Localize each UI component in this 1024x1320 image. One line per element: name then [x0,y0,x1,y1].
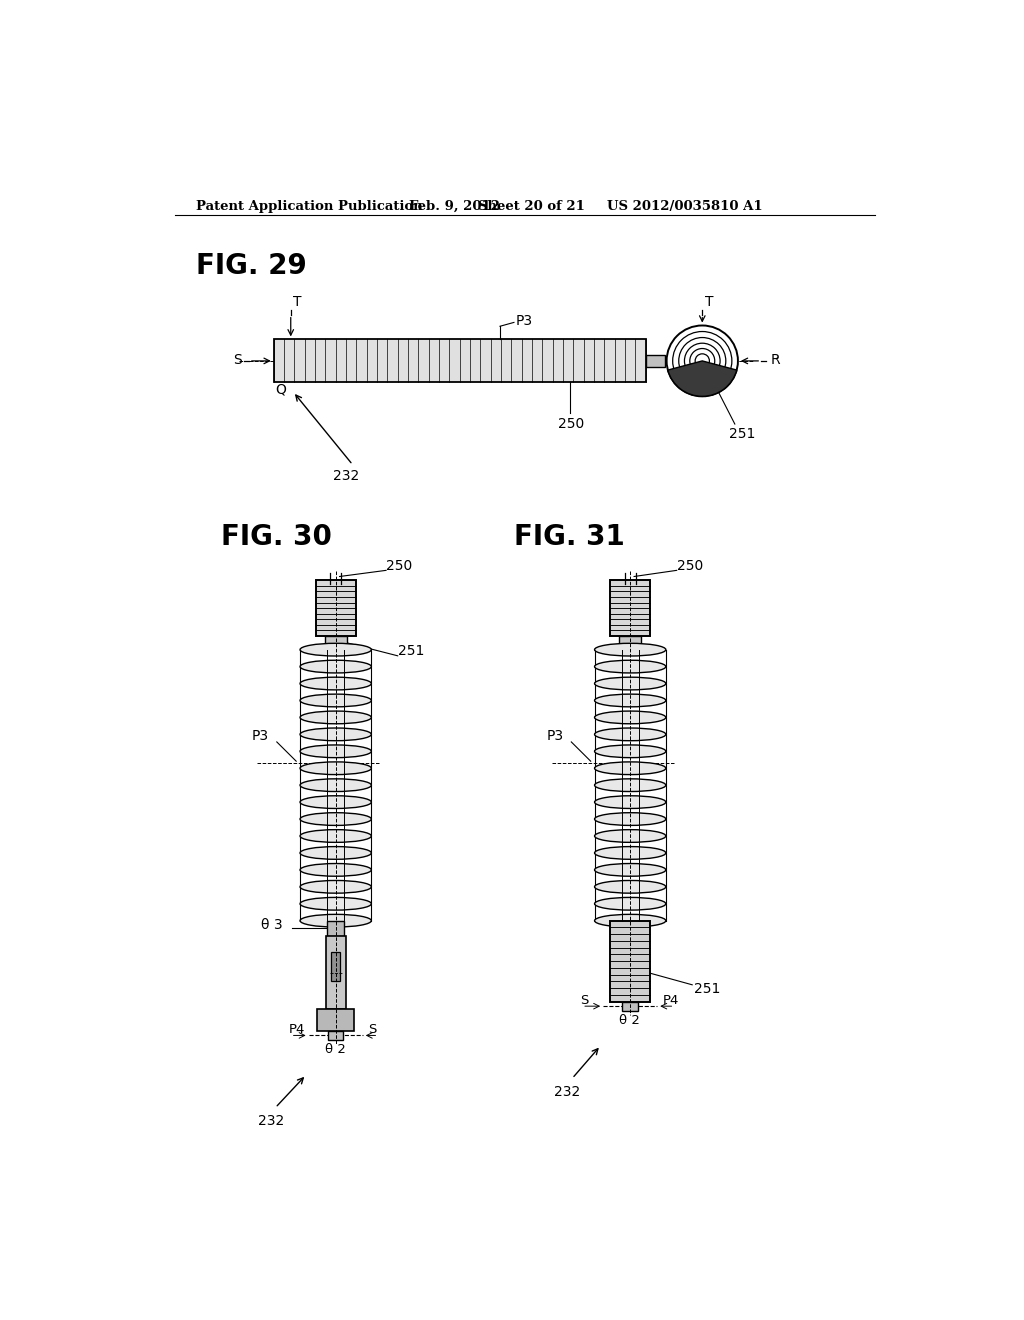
Text: FIG. 31: FIG. 31 [514,523,625,552]
Ellipse shape [595,660,666,673]
Bar [273,339,646,383]
Text: 232: 232 [554,1085,581,1098]
Ellipse shape [595,863,666,876]
Text: θ 3: θ 3 [261,917,283,932]
Text: P3: P3 [515,314,532,327]
Text: P4: P4 [289,1023,305,1036]
Text: T: T [293,296,302,309]
Text: 251: 251 [729,428,755,441]
Text: 250: 250 [386,560,413,573]
Text: 251: 251 [693,982,720,995]
Text: 232: 232 [258,1114,285,1127]
Ellipse shape [595,796,666,808]
Ellipse shape [595,643,666,656]
Text: US 2012/0035810 A1: US 2012/0035810 A1 [607,199,763,213]
Text: S: S [369,1023,377,1036]
Bar [646,355,665,367]
Text: S: S [580,994,588,1007]
Bar [325,636,346,649]
Ellipse shape [300,813,372,825]
Ellipse shape [595,677,666,690]
Ellipse shape [595,915,666,927]
Text: Sheet 20 of 21: Sheet 20 of 21 [478,199,585,213]
Text: FIG. 29: FIG. 29 [197,252,307,280]
Text: θ 2: θ 2 [620,1014,640,1027]
Ellipse shape [300,779,372,792]
Ellipse shape [300,796,372,808]
Ellipse shape [300,711,372,723]
Ellipse shape [300,830,372,842]
Bar [315,581,356,636]
Ellipse shape [595,898,666,909]
Bar [622,649,639,921]
Bar [623,1002,638,1011]
Text: R: R [770,354,780,367]
Text: Patent Application Publication: Patent Application Publication [197,199,423,213]
Ellipse shape [595,729,666,741]
Ellipse shape [300,762,372,775]
Ellipse shape [595,762,666,775]
Ellipse shape [300,677,372,690]
Text: θ 2: θ 2 [325,1043,346,1056]
Bar [328,921,344,936]
Ellipse shape [300,694,372,706]
Ellipse shape [300,880,372,894]
Bar [610,921,650,1002]
Text: T: T [705,296,713,309]
Ellipse shape [300,863,372,876]
Ellipse shape [595,830,666,842]
Ellipse shape [300,660,372,673]
Bar [610,581,650,636]
Ellipse shape [300,846,372,859]
Text: P3: P3 [547,729,563,743]
Ellipse shape [300,898,372,909]
Text: 232: 232 [334,469,359,483]
Bar [332,952,340,981]
Text: S: S [233,354,242,367]
Ellipse shape [300,744,372,758]
Bar [620,636,641,649]
Ellipse shape [595,779,666,792]
Text: FIG. 30: FIG. 30 [221,523,332,552]
Text: P4: P4 [663,994,679,1007]
Bar [328,1031,343,1040]
Ellipse shape [595,813,666,825]
Text: P3: P3 [252,729,269,743]
Text: 250: 250 [558,417,585,432]
Bar [328,649,344,921]
Bar [326,936,346,1010]
Text: Q: Q [275,383,286,396]
Ellipse shape [595,744,666,758]
Text: Feb. 9, 2012: Feb. 9, 2012 [410,199,501,213]
Ellipse shape [595,846,666,859]
Ellipse shape [595,880,666,894]
Ellipse shape [300,643,372,656]
Ellipse shape [300,915,372,927]
Ellipse shape [300,729,372,741]
Bar [317,1010,354,1031]
Circle shape [667,326,738,396]
Ellipse shape [595,694,666,706]
Text: 251: 251 [397,644,424,659]
Ellipse shape [595,711,666,723]
Wedge shape [668,360,736,396]
Text: 250: 250 [677,560,702,573]
